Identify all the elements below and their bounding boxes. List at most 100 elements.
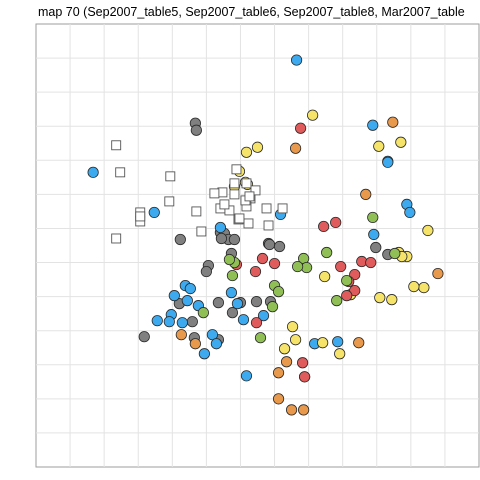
data-point — [215, 232, 228, 245]
data-point-square — [234, 213, 245, 224]
data-point — [321, 246, 333, 259]
data-point-square — [196, 226, 207, 237]
data-point — [418, 281, 430, 294]
data-point — [212, 297, 225, 309]
data-point-square — [277, 203, 288, 214]
data-point — [223, 253, 236, 266]
data-point — [249, 265, 262, 278]
data-point — [332, 336, 344, 348]
data-point-square — [219, 199, 230, 210]
data-point — [225, 287, 238, 299]
data-point — [290, 54, 303, 66]
data-point — [278, 343, 291, 355]
data-point — [386, 294, 398, 306]
data-point — [341, 290, 353, 302]
data-point — [341, 274, 353, 287]
data-point — [87, 166, 99, 178]
data-point — [272, 367, 285, 379]
data-point — [422, 224, 434, 237]
data-point — [197, 307, 209, 319]
data-point-square — [243, 218, 254, 229]
data-point — [367, 119, 379, 131]
data-point-square — [224, 205, 235, 216]
data-point — [200, 265, 212, 278]
data-point — [318, 220, 330, 233]
data-point — [370, 241, 382, 254]
data-point — [317, 337, 329, 349]
data-point — [349, 285, 361, 297]
data-point — [237, 314, 250, 326]
data-point — [228, 233, 241, 246]
data-point — [408, 280, 420, 293]
data-point — [299, 371, 311, 383]
data-point — [404, 206, 416, 219]
data-point — [374, 292, 386, 304]
data-point — [297, 357, 309, 369]
data-point-square — [241, 178, 252, 189]
data-point-square — [261, 203, 272, 214]
data-point — [289, 334, 302, 346]
data-point — [272, 393, 285, 405]
data-point — [168, 290, 180, 302]
data-point — [307, 109, 319, 121]
data-point — [331, 295, 343, 307]
data-point — [330, 216, 342, 229]
data-point — [214, 221, 227, 234]
data-point-square — [263, 220, 274, 231]
data-point — [250, 296, 263, 308]
data-point — [298, 404, 310, 416]
data-point-square — [165, 171, 176, 182]
data-point-square — [164, 196, 175, 207]
data-point-square — [111, 140, 122, 151]
data-point — [289, 142, 302, 154]
data-point — [184, 282, 196, 295]
data-point — [285, 404, 298, 416]
data-point — [368, 228, 380, 241]
data-point — [198, 348, 210, 360]
data-point — [240, 146, 253, 158]
data-point — [389, 247, 401, 260]
data-point — [263, 238, 276, 251]
data-point-square — [111, 233, 122, 244]
data-point — [367, 211, 379, 224]
data-point — [334, 348, 346, 360]
data-point — [365, 256, 377, 269]
data-points — [87, 54, 444, 416]
data-point — [273, 240, 286, 253]
data-point — [256, 252, 269, 265]
data-point-square — [209, 188, 220, 199]
data-point — [151, 315, 163, 327]
data-point — [226, 269, 239, 282]
data-point — [138, 331, 150, 343]
data-point — [272, 286, 285, 298]
data-point — [373, 140, 385, 152]
data-point — [254, 332, 267, 344]
data-point — [174, 233, 186, 246]
data-point-square — [229, 189, 240, 200]
data-point — [186, 316, 198, 328]
data-point — [226, 307, 239, 319]
data-point — [395, 136, 407, 148]
data-point-square — [231, 164, 242, 175]
data-point — [257, 310, 270, 322]
data-point — [175, 329, 187, 341]
data-point-square — [229, 178, 240, 189]
data-point — [250, 317, 263, 329]
data-point-square — [115, 167, 126, 178]
data-point — [181, 295, 193, 307]
data-point — [360, 188, 372, 200]
data-point — [387, 116, 399, 128]
plot-panel — [35, 23, 480, 468]
data-point — [251, 141, 264, 153]
data-point — [210, 338, 223, 350]
data-point — [148, 206, 160, 219]
data-point — [286, 321, 299, 333]
data-point — [176, 317, 188, 329]
data-point — [291, 260, 304, 273]
chart-title: map 70 (Sep2007_table5, Sep2007_table6, … — [38, 5, 465, 19]
data-point-square — [250, 185, 261, 196]
data-point — [266, 301, 279, 313]
data-point — [231, 298, 244, 310]
data-point — [163, 316, 175, 328]
